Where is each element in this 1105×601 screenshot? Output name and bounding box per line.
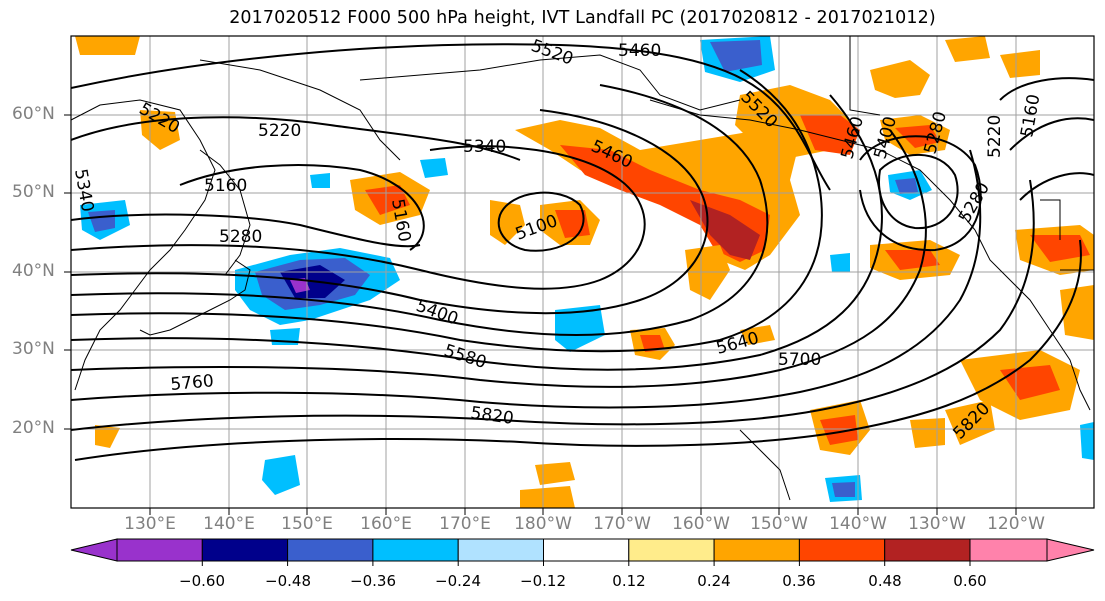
colorbar-bin	[969, 538, 1048, 562]
lon-label-150e: 150°E	[281, 514, 333, 534]
lat-label-50n: 50°N	[12, 182, 55, 202]
colorbar-bin	[798, 538, 886, 562]
lat-label-40n: 40°N	[12, 261, 55, 281]
colorbar-bin	[372, 538, 459, 562]
contour-label: 5220	[258, 121, 301, 141]
lon-label-130w: 130°W	[908, 514, 966, 534]
contour-label: 5700	[778, 350, 821, 370]
colorbar-tick-label: −0.48	[265, 572, 311, 590]
contour-label: 5340	[463, 137, 506, 157]
lon-label-140w: 140°W	[829, 514, 887, 534]
map-panel: 5220 5220 5160 5280 5340 5460 5160 5100 …	[71, 36, 1094, 508]
ivt-positive-shading	[75, 36, 1094, 508]
colorbar-extend-high	[1046, 538, 1095, 562]
colorbar-tick-label: 0.24	[697, 572, 731, 590]
colorbar-bin	[457, 538, 545, 562]
lon-label-180w: 180°W	[514, 514, 572, 534]
contour-label: 5460	[618, 41, 661, 61]
lon-label-130e: 130°E	[124, 514, 176, 534]
lat-label-20n: 20°N	[12, 418, 55, 438]
colorbar-bin	[713, 538, 800, 562]
colorbar-bin	[201, 538, 289, 562]
colorbar	[70, 538, 1095, 566]
colorbar-tick-label: 0.60	[953, 572, 987, 590]
contour-label: 5760	[170, 371, 215, 395]
lon-label-170e: 170°E	[439, 514, 491, 534]
colorbar-tick-label: −0.36	[350, 572, 396, 590]
colorbar-tick-label: 0.36	[782, 572, 816, 590]
contour-label: 5220	[985, 115, 1005, 158]
colorbar-tick-label: −0.24	[435, 572, 481, 590]
lon-label-140e: 140°E	[203, 514, 255, 534]
lat-label-60n: 60°N	[12, 104, 55, 124]
colorbar-bin	[287, 538, 374, 562]
height-contours	[71, 43, 1094, 461]
lon-label-160w: 160°W	[672, 514, 730, 534]
contour-label: 5280	[219, 227, 262, 247]
lat-label-30n: 30°N	[12, 339, 55, 359]
colorbar-tick-label: 0.48	[868, 572, 902, 590]
coastlines	[71, 36, 1094, 501]
lon-label-120w: 120°W	[987, 514, 1045, 534]
colorbar-bin	[884, 538, 971, 562]
colorbar-bin	[543, 538, 630, 562]
lon-label-160e: 160°E	[360, 514, 412, 534]
map-title: 2017020512 F000 500 hPa height, IVT Land…	[229, 8, 936, 28]
colorbar-tick-label: −0.12	[520, 572, 566, 590]
colorbar-bin	[116, 538, 203, 562]
colorbar-bin	[628, 538, 715, 562]
contour-label: 5160	[204, 176, 247, 196]
lon-label-170w: 170°W	[593, 514, 651, 534]
axis-ticks	[64, 114, 1017, 515]
colorbar-tick-label: 0.12	[612, 572, 646, 590]
lon-label-150w: 150°W	[750, 514, 808, 534]
graticule	[71, 36, 1094, 508]
colorbar-tick-label: −0.60	[179, 572, 225, 590]
colorbar-extend-low	[70, 538, 118, 562]
